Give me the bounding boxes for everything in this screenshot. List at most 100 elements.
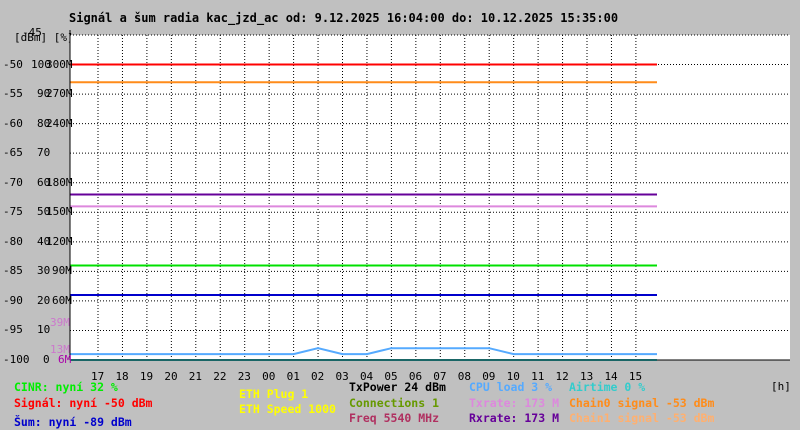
y-tick-rate: 60M [52, 293, 72, 307]
data-point-signal [317, 63, 320, 66]
data-point-txrate [634, 205, 637, 208]
data-point-signal [414, 63, 417, 66]
data-point-cpu [121, 353, 124, 356]
data-point-cinr [390, 264, 393, 267]
x-tick-label: 23 [237, 370, 251, 383]
data-point-txrate [365, 205, 368, 208]
data-point-chain0 [219, 81, 222, 84]
x-tick-label: 17 [91, 370, 105, 383]
legend-eth-plug: ETH Plug 1 [239, 387, 309, 401]
data-point-cpu [97, 353, 99, 356]
x-tick-label: 04 [359, 370, 374, 383]
y-tick-rate-extra: 39M [50, 316, 70, 329]
data-point-cinr [341, 264, 344, 267]
legend-cpu-load: CPU load 3 % [469, 380, 553, 394]
y-axis-units-label: [dBm] [%] [14, 31, 74, 44]
data-point-rxrate [414, 193, 417, 196]
legend-chain0: Chain0 signal -53 dBm [569, 396, 715, 410]
y-tick-rate: 120M [46, 234, 73, 248]
data-point-noise [414, 294, 417, 296]
data-point-cinr [414, 264, 417, 267]
data-point-noise [194, 294, 197, 296]
data-point-chain0 [170, 81, 173, 84]
legend-txrate: Txrate: 173 M [469, 396, 560, 410]
data-point-cpu [439, 347, 442, 350]
legend-signal: Signál: nyní -50 dBm [14, 396, 153, 410]
data-point-signal [243, 63, 246, 66]
legend-airtime: Airtime 0 % [569, 380, 646, 394]
x-tick-label: 07 [433, 370, 447, 383]
data-point-cpu [243, 353, 246, 356]
data-point-txrate [586, 205, 588, 208]
data-point-chain0 [610, 81, 613, 84]
data-point-signal [634, 63, 637, 66]
data-point-cinr [610, 264, 613, 267]
data-point-cinr [463, 264, 466, 267]
y-tick-pct: 100 [31, 57, 51, 71]
legend-chain1: Chain1 signal -53 dBm [569, 411, 715, 425]
x-tick-label: 09 [482, 370, 496, 383]
y-tick-dbm: -65 [3, 146, 23, 160]
data-point-txrate [97, 205, 99, 208]
data-point-signal [439, 63, 442, 66]
data-point-rxrate [292, 193, 295, 196]
data-point-txrate [268, 205, 271, 208]
data-point-rxrate [219, 193, 222, 196]
data-point-cinr [488, 264, 491, 267]
y-tick-rate: 90M [52, 264, 72, 278]
data-point-noise [317, 294, 320, 296]
y-tick-pct: 70 [37, 146, 51, 160]
data-point-chain0 [268, 81, 271, 84]
legend-cinr: CINR: nyní 32 % [14, 380, 118, 394]
data-point-noise [463, 294, 466, 296]
y-tick-dbm: -95 [3, 323, 23, 337]
y-tick-rate: 180M [46, 175, 73, 189]
data-point-rxrate [610, 193, 613, 196]
data-point-chain0 [317, 81, 320, 84]
x-tick-label: 19 [139, 370, 154, 383]
data-point-chain0 [512, 81, 515, 84]
data-point-txrate [488, 205, 491, 208]
data-point-signal [463, 63, 466, 66]
y-tick-rate: 270M [46, 87, 73, 101]
data-point-rxrate [243, 193, 246, 196]
y-tick-dbm: -85 [3, 264, 23, 278]
data-point-txrate [414, 205, 417, 208]
data-point-cinr [634, 264, 637, 267]
plot-background [70, 35, 790, 360]
data-point-noise [610, 294, 613, 296]
data-point-rxrate [365, 193, 368, 196]
data-point-noise [365, 294, 368, 296]
data-point-cpu [292, 353, 295, 356]
data-point-noise [268, 294, 271, 296]
data-point-cinr [439, 264, 442, 267]
data-point-cpu [537, 353, 540, 356]
legend-rxrate: Rxrate: 173 M [469, 411, 560, 425]
data-point-chain0 [537, 81, 540, 84]
legend-connections: Connections 1 [349, 396, 440, 410]
data-point-cinr [97, 264, 99, 267]
x-tick-label: 00 [262, 370, 276, 383]
data-point-noise [170, 294, 173, 296]
data-point-signal [512, 63, 515, 66]
data-point-chain0 [365, 81, 368, 84]
data-point-noise [634, 294, 637, 296]
y-tick-pct: 50 [37, 205, 51, 219]
chart-title: Signál a šum radia kac_jzd_ac od: 9.12.2… [69, 11, 619, 25]
data-point-cinr [219, 264, 222, 267]
data-point-rxrate [145, 193, 148, 196]
data-point-rxrate [97, 193, 99, 196]
x-tick-label: 14 [604, 370, 618, 383]
data-point-txrate [341, 205, 344, 208]
data-point-txrate [292, 205, 295, 208]
data-point-cinr [365, 264, 368, 267]
y-tick-pct: 30 [37, 264, 51, 278]
x-tick-label: 05 [384, 370, 398, 383]
data-point-rxrate [439, 193, 442, 196]
y-tick-pct: 20 [37, 293, 51, 307]
data-point-cpu [170, 353, 173, 356]
data-point-rxrate [586, 193, 588, 196]
data-point-chain0 [292, 81, 295, 84]
y-tick-rate-extra: 13M [50, 343, 70, 356]
